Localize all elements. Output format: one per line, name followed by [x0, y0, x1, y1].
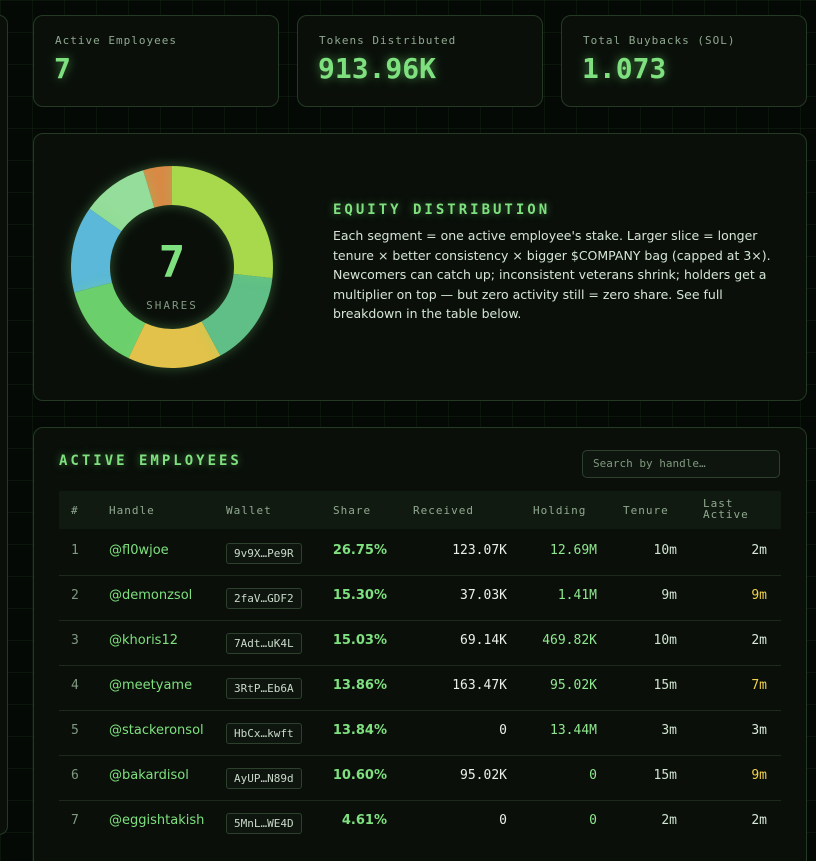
- equity-title: EQUITY DISTRIBUTION: [333, 202, 551, 218]
- column-header: Wallet: [226, 504, 272, 517]
- donut-segment[interactable]: [71, 208, 122, 293]
- cell-share: 13.86%: [332, 678, 387, 693]
- column-header: Last Active: [703, 497, 749, 521]
- column-header: #: [71, 504, 79, 517]
- row-separator: [59, 620, 781, 621]
- cell-handle: @meetyame: [109, 678, 193, 693]
- cell-holding: 12.69M: [550, 543, 597, 558]
- search-input[interactable]: Search by handle…: [582, 450, 780, 478]
- cell-tenure: 10m: [653, 543, 677, 558]
- cell-last-active: 2m: [751, 543, 767, 558]
- cell-wallet: 5MnL…WE4D: [226, 813, 302, 834]
- donut-segment[interactable]: [128, 321, 221, 368]
- cell-share: 15.03%: [332, 633, 387, 648]
- table-header: [59, 491, 781, 529]
- column-header: Received: [413, 504, 474, 517]
- equity-description: Each segment = one active employee's sta…: [333, 228, 771, 321]
- cell-share: 13.84%: [332, 723, 387, 738]
- row-separator: [59, 800, 781, 801]
- cell-received: 37.03K: [460, 588, 507, 603]
- cell-index: 1: [71, 543, 79, 558]
- stat-label: Active Employees: [55, 34, 177, 47]
- cell-received: 123.07K: [452, 543, 507, 558]
- cell-handle: @demonzsol: [109, 588, 193, 603]
- stat-label: Tokens Distributed: [319, 34, 457, 47]
- cell-wallet: HbCx…kwft: [226, 723, 302, 744]
- cell-handle: @bakardisol: [109, 768, 189, 783]
- donut-segment[interactable]: [172, 166, 274, 279]
- cell-last-active: 7m: [751, 678, 767, 693]
- cell-share: 4.61%: [341, 813, 387, 828]
- cell-handle: @fl0wjoe: [109, 543, 169, 558]
- stat-value: 7: [54, 52, 71, 85]
- donut-segment[interactable]: [89, 170, 155, 232]
- cell-holding: 0: [589, 813, 597, 828]
- cell-tenure: 15m: [653, 768, 677, 783]
- cell-index: 4: [71, 678, 79, 693]
- table-title: ACTIVE EMPLOYEES: [59, 453, 242, 469]
- cell-wallet: 9v9X…Pe9R: [226, 543, 302, 564]
- donut-center-value: 7: [159, 237, 186, 288]
- cell-tenure: 10m: [653, 633, 677, 648]
- cell-holding: 469.82K: [542, 633, 597, 648]
- side-panel: [0, 15, 8, 835]
- cell-handle: @eggishtakish: [109, 813, 205, 828]
- cell-wallet: 3RtP…Eb6A: [226, 678, 302, 699]
- cell-share: 15.30%: [332, 588, 387, 603]
- cell-wallet: AyUP…N89d: [226, 768, 302, 789]
- stat-label: Total Buybacks (SOL): [583, 34, 736, 47]
- cell-handle: @khoris12: [109, 633, 178, 648]
- cell-wallet: 7Adt…uK4L: [226, 633, 302, 654]
- cell-wallet: 2faV…GDF2: [226, 588, 302, 609]
- cell-received: 69.14K: [460, 633, 507, 648]
- column-header: Holding: [533, 504, 587, 517]
- cell-holding: 0: [589, 768, 597, 783]
- cell-tenure: 9m: [661, 588, 677, 603]
- cell-index: 3: [71, 633, 79, 648]
- stat-card: Active Employees 7: [33, 15, 279, 107]
- stat-card: Total Buybacks (SOL) 1.073: [561, 15, 807, 107]
- cell-last-active: 9m: [751, 768, 767, 783]
- donut-center-label: SHARES: [146, 299, 198, 312]
- stat-card: Tokens Distributed 913.96K: [297, 15, 543, 107]
- cell-last-active: 2m: [751, 813, 767, 828]
- column-header: Share: [333, 504, 372, 517]
- cell-handle: @stackeronsol: [109, 723, 204, 738]
- cell-index: 2: [71, 588, 79, 603]
- cell-index: 7: [71, 813, 79, 828]
- cell-received: 163.47K: [452, 678, 507, 693]
- row-separator: [59, 665, 781, 666]
- cell-tenure: 2m: [661, 813, 677, 828]
- cell-received: 0: [499, 723, 507, 738]
- donut-segment[interactable]: [74, 282, 146, 359]
- cell-last-active: 9m: [751, 588, 767, 603]
- stat-value: 1.073: [582, 52, 667, 85]
- column-header: Tenure: [623, 504, 669, 517]
- cell-tenure: 3m: [661, 723, 677, 738]
- cell-share: 10.60%: [332, 768, 387, 783]
- donut-segment[interactable]: [201, 273, 273, 356]
- equity-panel: 7 SHARES EQUITY DISTRIBUTION Each segmen…: [33, 133, 807, 401]
- table-panel: ACTIVE EMPLOYEES Search by handle… # Hand…: [33, 427, 807, 861]
- cell-last-active: 2m: [751, 633, 767, 648]
- cell-tenure: 15m: [653, 678, 677, 693]
- cell-last-active: 3m: [751, 723, 767, 738]
- cell-received: 0: [499, 813, 507, 828]
- row-separator: [59, 710, 781, 711]
- cell-holding: 1.41M: [557, 588, 597, 603]
- row-separator: [59, 755, 781, 756]
- donut-segment[interactable]: [143, 166, 172, 208]
- cell-index: 5: [71, 723, 79, 738]
- row-separator: [59, 575, 781, 576]
- stat-value: 913.96K: [318, 52, 437, 85]
- cell-index: 6: [71, 768, 79, 783]
- column-header: Handle: [109, 504, 155, 517]
- cell-holding: 95.02K: [550, 678, 597, 693]
- donut-chart: 7 SHARES: [71, 166, 274, 368]
- cell-received: 95.02K: [460, 768, 507, 783]
- cell-share: 26.75%: [332, 543, 387, 558]
- cell-holding: 13.44M: [550, 723, 597, 738]
